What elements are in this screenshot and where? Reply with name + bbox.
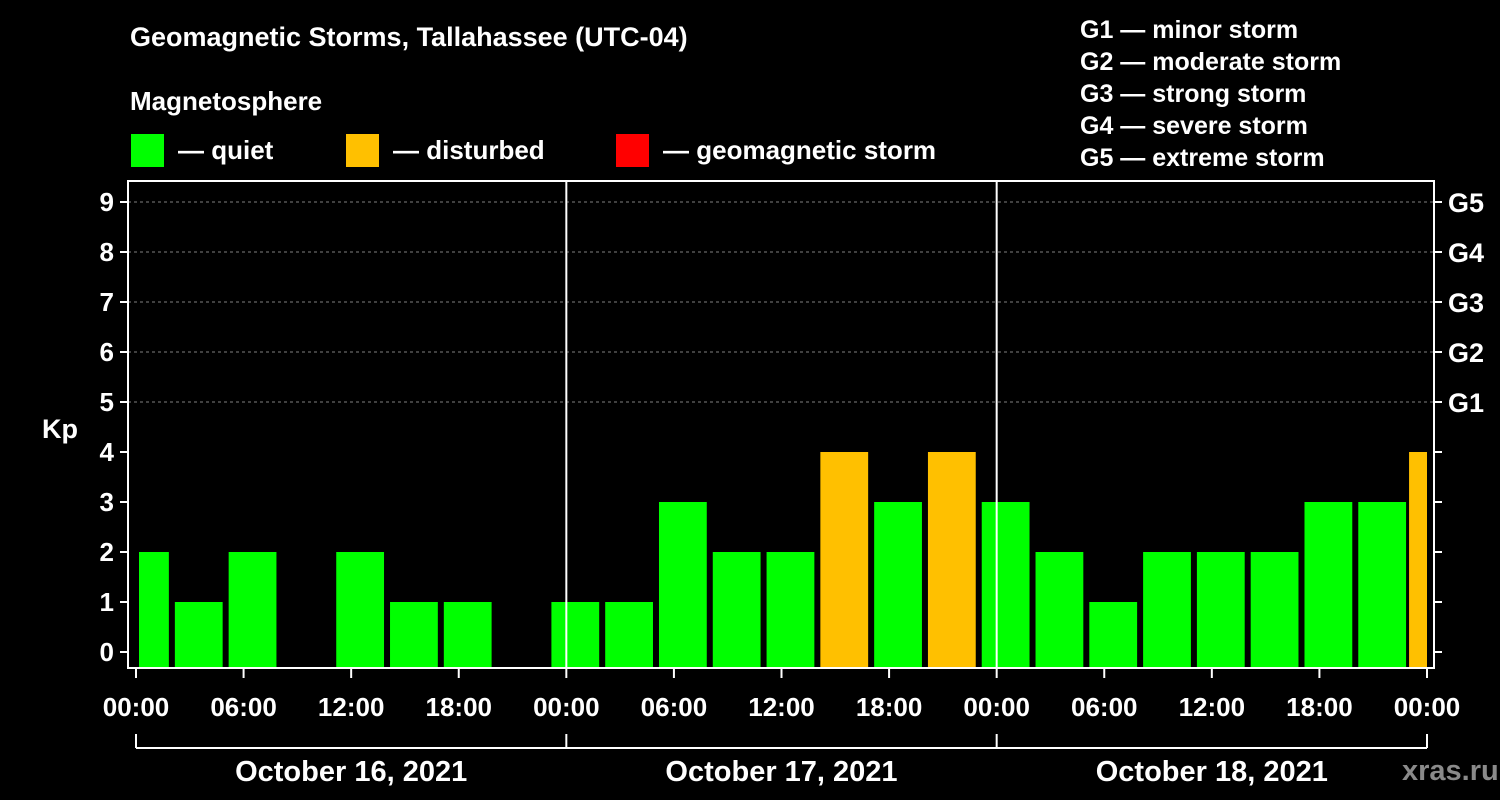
kp-bar-15 bbox=[927, 452, 976, 668]
kp-bar-2 bbox=[228, 552, 277, 668]
kp-bar-14 bbox=[874, 502, 922, 668]
kp-bar-20 bbox=[1196, 552, 1245, 668]
legend-label-disturbed: — disturbed bbox=[393, 134, 545, 165]
right-axis-label-g2: G2 bbox=[1448, 338, 1484, 368]
legend-swatch-storm bbox=[616, 133, 649, 167]
y-tick-label-0: 0 bbox=[100, 637, 114, 667]
y-tick-label-1: 1 bbox=[100, 587, 114, 617]
g-level-legend: G1 — minor storm G2 — moderate storm G3 … bbox=[1080, 14, 1341, 174]
x-tick-label-4: 00:00 bbox=[533, 692, 600, 722]
kp-bar-12 bbox=[766, 552, 815, 668]
legend-item-disturbed: — disturbed bbox=[346, 133, 545, 167]
g-level-g4: G4 — severe storm bbox=[1080, 112, 1308, 140]
y-tick-label-3: 3 bbox=[100, 487, 114, 517]
kp-bar-23 bbox=[1358, 502, 1407, 668]
g-level-g5: G5 — extreme storm bbox=[1080, 144, 1325, 172]
x-tick-label-8: 00:00 bbox=[963, 692, 1030, 722]
legend-subtitle: Magnetosphere bbox=[130, 86, 323, 116]
x-tick-label-12: 00:00 bbox=[1394, 692, 1461, 722]
kp-bar-1 bbox=[174, 602, 223, 668]
x-tick-label-7: 18:00 bbox=[856, 692, 923, 722]
day-label-2: October 17, 2021 bbox=[665, 756, 897, 788]
kp-bar-22 bbox=[1304, 502, 1353, 668]
kp-bar-5 bbox=[390, 602, 438, 668]
x-tick-label-1: 06:00 bbox=[210, 692, 277, 722]
y-tick-label-4: 4 bbox=[100, 437, 115, 467]
right-axis-label-g4: G4 bbox=[1448, 238, 1484, 268]
day-label-3: October 18, 2021 bbox=[1096, 756, 1328, 788]
x-tick-label-0: 00:00 bbox=[103, 692, 170, 722]
kp-bar-13 bbox=[820, 452, 869, 668]
x-tick-label-11: 18:00 bbox=[1286, 692, 1353, 722]
x-tick-label-5: 06:00 bbox=[641, 692, 708, 722]
right-axis-label-g1: G1 bbox=[1448, 388, 1484, 418]
y-tick-label-5: 5 bbox=[100, 387, 114, 417]
watermark: xras.ru bbox=[1402, 755, 1499, 787]
kp-bar-0 bbox=[139, 552, 169, 668]
x-tick-label-2: 12:00 bbox=[318, 692, 385, 722]
legend-label-storm: — geomagnetic storm bbox=[663, 134, 937, 165]
g-level-g2: G2 — moderate storm bbox=[1080, 48, 1342, 76]
kp-bar-11 bbox=[712, 552, 761, 668]
y-axis-label: Kp bbox=[42, 414, 78, 444]
g-level-g1: G1 — minor storm bbox=[1080, 16, 1299, 44]
kp-bar-10 bbox=[658, 502, 707, 668]
legend-swatch-disturbed bbox=[346, 133, 379, 167]
x-tick-label-10: 12:00 bbox=[1179, 692, 1246, 722]
kp-bar-17 bbox=[1035, 552, 1084, 668]
kp-bar-4 bbox=[336, 552, 385, 668]
y-tick-label-7: 7 bbox=[100, 287, 114, 317]
x-tick-label-3: 18:00 bbox=[426, 692, 493, 722]
x-tick-label-6: 12:00 bbox=[748, 692, 815, 722]
kp-bar-19 bbox=[1143, 552, 1191, 668]
kp-bar-18 bbox=[1089, 602, 1138, 668]
g-level-g3: G3 — strong storm bbox=[1080, 80, 1307, 108]
day-label-1: October 16, 2021 bbox=[235, 756, 467, 788]
kp-bar-6 bbox=[443, 602, 492, 668]
kp-bar-21 bbox=[1250, 552, 1299, 668]
y-tick-label-6: 6 bbox=[100, 337, 114, 367]
y-tick-label-2: 2 bbox=[100, 537, 114, 567]
kp-bar-9 bbox=[605, 602, 653, 668]
legend-swatch-quiet bbox=[131, 133, 164, 167]
chart-title: Geomagnetic Storms, Tallahassee (UTC-04) bbox=[130, 22, 688, 52]
legend-label-quiet: — quiet bbox=[178, 134, 274, 165]
right-axis-label-g5: G5 bbox=[1448, 188, 1484, 218]
y-tick-label-8: 8 bbox=[100, 237, 114, 267]
kp-bar-8 bbox=[551, 602, 600, 668]
y-tick-label-9: 9 bbox=[100, 187, 114, 217]
legend-item-quiet: — quiet bbox=[131, 133, 273, 167]
kp-bar-16 bbox=[981, 502, 1030, 668]
kp-bar-24 bbox=[1409, 452, 1427, 668]
x-tick-label-9: 06:00 bbox=[1071, 692, 1138, 722]
right-axis-label-g3: G3 bbox=[1448, 288, 1484, 318]
legend-item-storm: — geomagnetic storm bbox=[616, 133, 936, 167]
